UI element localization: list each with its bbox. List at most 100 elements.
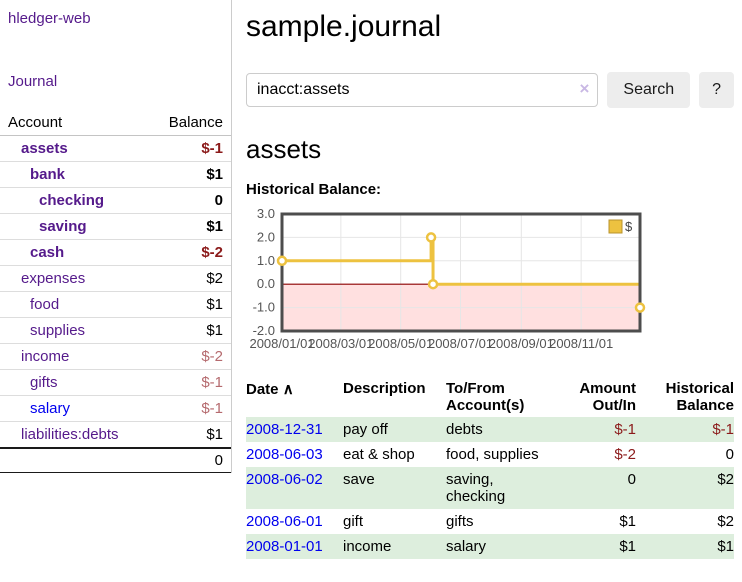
svg-text:2008/05/01: 2008/05/01 <box>368 336 433 351</box>
account-link[interactable]: saving <box>39 218 87 235</box>
transaction-amount: 0 <box>627 471 636 488</box>
transaction-accounts: salary <box>446 538 487 555</box>
transaction-date-link[interactable]: 2008-01-01 <box>246 538 323 555</box>
sidebar: hledger-web Journal Account Balance asse… <box>0 0 232 473</box>
brand-link[interactable]: hledger-web <box>8 10 91 27</box>
register-header-row: Date ∧ Description To/From Account(s) Am… <box>246 377 734 417</box>
account-row: checking 0 <box>0 187 231 213</box>
account-balance: $1 <box>206 322 223 339</box>
transaction-date-link[interactable]: 2008-12-31 <box>246 421 323 438</box>
account-balance: $-1 <box>201 400 223 417</box>
account-link[interactable]: food <box>30 296 60 313</box>
svg-text:2008/01/01: 2008/01/01 <box>249 336 314 351</box>
account-balance: $-1 <box>201 140 223 157</box>
page-title: sample.journal <box>246 10 442 43</box>
column-header-balance: Historical Balance <box>665 380 734 414</box>
register-row: 2008-06-01 gift gifts $1 $2 <box>246 509 734 534</box>
account-row: expenses $2 <box>0 265 231 291</box>
account-link[interactable]: cash <box>30 244 65 261</box>
account-balance: $2 <box>206 270 223 287</box>
column-header-accounts: To/From Account(s) <box>446 380 525 414</box>
account-row: assets $-1 <box>0 136 231 161</box>
account-balance: $1 <box>206 426 223 443</box>
account-tree-header: Account Balance <box>0 110 231 136</box>
account-row: saving $1 <box>0 213 231 239</box>
account-row: liabilities:debts $1 <box>0 421 231 447</box>
transaction-accounts: food, supplies <box>446 446 539 463</box>
nav-journal-link[interactable]: Journal <box>8 73 58 90</box>
account-tree: Account Balance assets $-1 bank $1 checking 0… <box>0 110 231 473</box>
svg-text:1.0: 1.0 <box>257 253 275 268</box>
transaction-date-link[interactable]: 2008-06-01 <box>246 513 323 530</box>
account-column-header: Account <box>8 114 63 131</box>
transaction-description: pay off <box>343 421 388 438</box>
balance-column-header: Balance <box>168 114 223 131</box>
register-row: 2008-12-31 pay off debts $-1 $-1 <box>246 417 734 442</box>
transaction-amount: $-2 <box>614 446 636 463</box>
transaction-balance: $2 <box>717 471 734 488</box>
column-header-description: Description <box>343 380 426 397</box>
register-row: 2008-06-02 save saving, checking 0 $2 <box>246 467 734 509</box>
register-row: 2008-06-03 eat & shop food, supplies $-2 0 <box>246 442 734 467</box>
transaction-amount: $1 <box>619 513 636 530</box>
account-link[interactable]: assets <box>21 140 68 157</box>
search-form: × Search ? <box>246 72 734 108</box>
account-row: salary $-1 <box>0 395 231 421</box>
account-link[interactable]: salary <box>30 400 71 417</box>
account-link[interactable]: supplies <box>30 322 86 339</box>
account-link[interactable]: income <box>21 348 70 365</box>
column-header-amount: Amount Out/In <box>579 380 636 414</box>
account-row: supplies $1 <box>0 317 231 343</box>
transaction-description: gift <box>343 513 364 530</box>
account-link[interactable]: gifts <box>30 374 58 391</box>
account-balance: $-1 <box>201 374 223 391</box>
register-table: Date ∧ Description To/From Account(s) Am… <box>246 377 734 559</box>
register-row: 2008-01-01 income salary $1 $1 <box>246 534 734 559</box>
account-row: gifts $-1 <box>0 369 231 395</box>
clear-search-icon[interactable]: × <box>579 79 590 98</box>
transaction-date-link[interactable]: 2008-06-03 <box>246 446 323 463</box>
transaction-amount: $-1 <box>614 421 636 438</box>
svg-text:2.0: 2.0 <box>257 229 275 244</box>
transaction-description: save <box>343 471 375 488</box>
transaction-accounts: debts <box>446 421 483 438</box>
transaction-date-link[interactable]: 2008-06-02 <box>246 471 323 488</box>
account-row: bank $1 <box>0 161 231 187</box>
account-row: cash $-2 <box>0 239 231 265</box>
search-button[interactable]: Search <box>607 72 691 108</box>
svg-text:2008/07/01: 2008/07/01 <box>428 336 493 351</box>
svg-text:-2.0: -2.0 <box>253 323 275 338</box>
main-content: sample.journal × Search ? assets Histori… <box>232 0 742 579</box>
transaction-description: income <box>343 538 392 555</box>
grand-total-value: 0 <box>214 452 223 469</box>
svg-text:3.0: 3.0 <box>257 209 275 221</box>
account-link[interactable]: liabilities:debts <box>21 426 119 443</box>
help-button[interactable]: ? <box>699 72 734 108</box>
transaction-description: eat & shop <box>343 446 415 463</box>
svg-text:-1.0: -1.0 <box>253 300 275 315</box>
transaction-balance: 0 <box>725 446 734 463</box>
transaction-balance: $-1 <box>712 421 734 438</box>
account-link[interactable]: expenses <box>21 270 86 287</box>
date-header-label: Date <box>246 381 279 398</box>
svg-text:2008/09/01: 2008/09/01 <box>489 336 554 351</box>
account-row: food $1 <box>0 291 231 317</box>
account-link[interactable]: bank <box>30 166 66 183</box>
search-box: × <box>246 73 599 107</box>
account-balance: $1 <box>206 296 223 313</box>
column-header-date[interactable]: Date ∧ <box>246 377 343 417</box>
account-link[interactable]: checking <box>39 192 105 209</box>
account-balance: 0 <box>214 192 223 209</box>
account-balance: $-2 <box>201 348 223 365</box>
transaction-amount: $1 <box>619 538 636 555</box>
account-balance: $1 <box>206 218 223 235</box>
account-heading: assets <box>246 134 322 164</box>
chart-title: Historical Balance: <box>246 181 382 198</box>
account-balance: $-2 <box>201 244 223 261</box>
svg-text:2008/11/01: 2008/11/01 <box>549 336 613 351</box>
search-input[interactable] <box>246 73 599 107</box>
transaction-accounts: gifts <box>446 513 474 530</box>
transaction-accounts: saving, checking <box>446 471 506 505</box>
account-rows: assets $-1 bank $1 checking 0 saving $1 cash $-2 e… <box>0 136 231 447</box>
